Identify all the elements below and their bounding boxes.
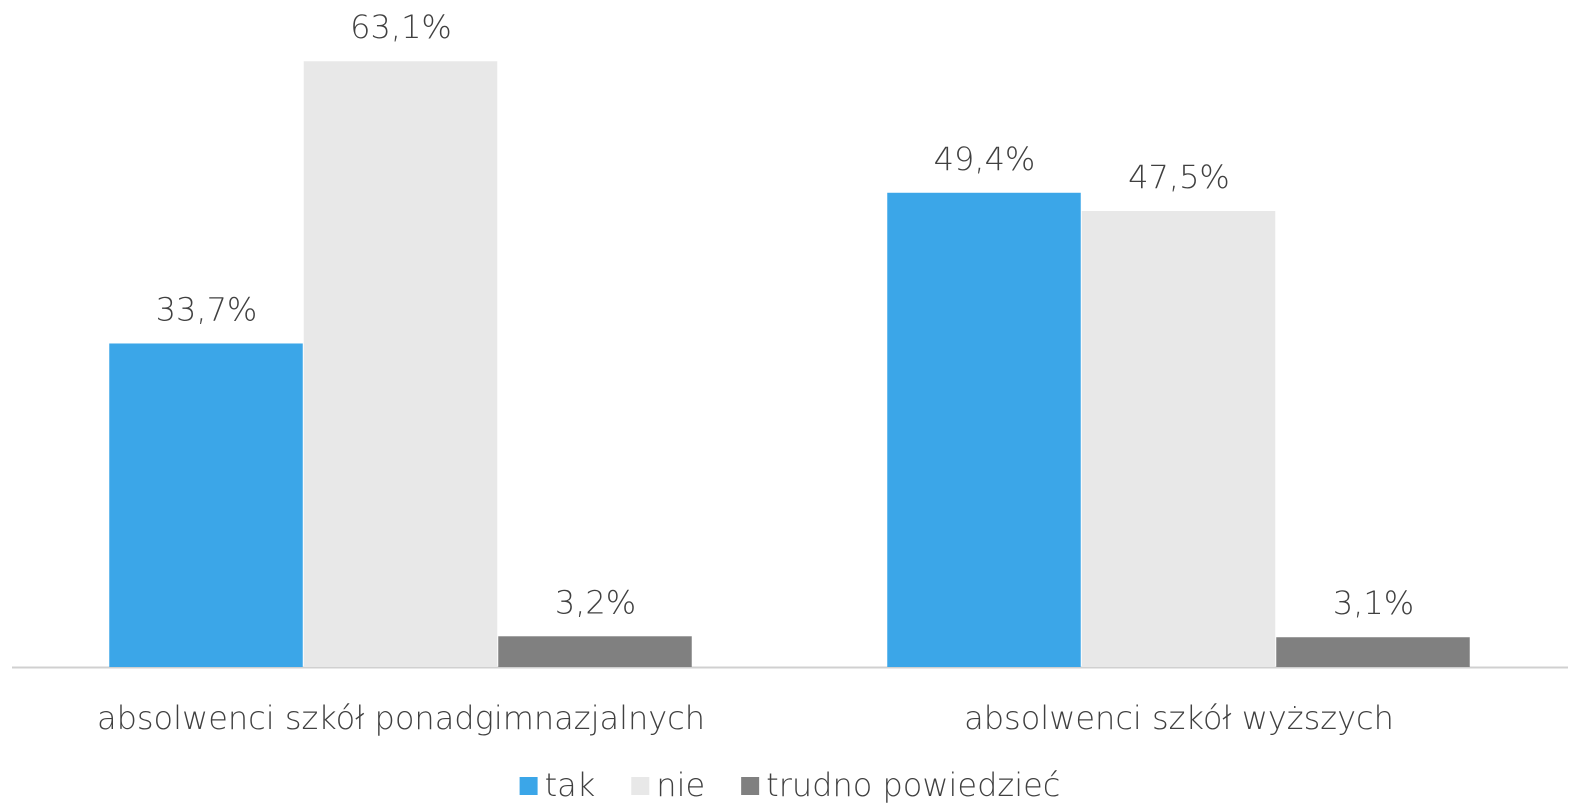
value-label: 49,4%	[934, 140, 1036, 178]
legend-label: nie	[656, 766, 705, 804]
value-label: 3,1%	[1333, 584, 1414, 622]
legend-label: tak	[545, 766, 596, 804]
legend-label: trudno powiedzieć	[766, 766, 1060, 804]
x-tick-label: absolwenci szkół wyższych	[964, 699, 1394, 737]
bar	[109, 343, 303, 667]
bar	[887, 192, 1081, 667]
bar	[303, 61, 498, 668]
value-label: 3,2%	[555, 583, 636, 621]
legend-swatch	[631, 777, 650, 795]
value-label: 63,1%	[350, 8, 452, 46]
x-tick-label: absolwenci szkół ponadgimnazjalnych	[97, 699, 705, 737]
legend-swatch	[519, 777, 538, 795]
value-label: 33,7%	[156, 290, 258, 328]
bar	[1081, 211, 1276, 667]
legend-swatch	[741, 777, 760, 795]
bar	[498, 636, 692, 667]
bar	[1276, 637, 1470, 667]
value-label: 47,5%	[1128, 158, 1230, 196]
